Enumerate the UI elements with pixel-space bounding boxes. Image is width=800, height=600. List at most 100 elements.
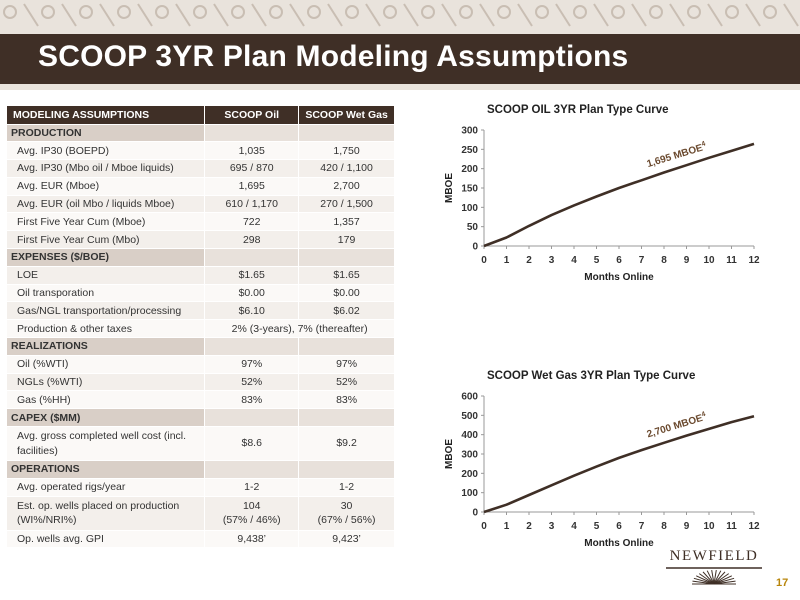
section-label: REALIZATIONS <box>7 337 206 356</box>
row-gas-value: 2,700 <box>298 177 395 196</box>
wrench-icon <box>707 3 723 27</box>
wet-gas-chart-title: SCOOP Wet Gas 3YR Plan Type Curve <box>487 370 696 382</box>
y-tick-label: 50 <box>467 222 479 233</box>
gear-icon <box>459 5 473 19</box>
row-label: Production & other taxes <box>7 319 206 339</box>
wrench-icon <box>289 3 305 27</box>
table-row: NGLs (%WTI) 52% 52% <box>7 373 395 392</box>
row-gas-value: 83% <box>298 390 395 410</box>
x-tick-label: 10 <box>703 521 715 532</box>
row-oil-value: 610 / 1,170 <box>204 195 300 214</box>
x-axis-label: Months Online <box>584 538 654 549</box>
table-section-row: REALIZATIONS <box>7 337 395 356</box>
gear-icon <box>79 5 93 19</box>
row-gas-value: 9,423’ <box>298 530 395 549</box>
row-oil-value: $6.10 <box>204 301 300 321</box>
starburst-ray <box>713 575 733 585</box>
row-gas-value: 97% <box>298 355 395 374</box>
gear-icon <box>725 5 739 19</box>
x-tick-label: 1 <box>504 521 510 532</box>
y-tick-label: 250 <box>461 145 478 156</box>
row-gas-value: 179 <box>298 230 395 250</box>
table-row: Oil (%WTI) 97% 97% <box>7 355 395 374</box>
row-oil-value: 97% <box>204 355 300 374</box>
wrench-icon <box>669 3 685 27</box>
row-gas-value: 1-2 <box>298 478 395 497</box>
x-tick-label: 11 <box>726 255 737 266</box>
starburst-ray <box>713 577 735 585</box>
row-label: Avg. EUR (oil Mbo / liquids Mboe) <box>7 195 206 214</box>
gear-icon <box>421 5 435 19</box>
wrench-icon <box>593 3 609 27</box>
row-label: First Five Year Cum (Mboe) <box>7 212 206 232</box>
table-row: Gas/NGL transportation/processing $6.10 $6… <box>7 301 395 321</box>
section-spacer <box>204 408 300 428</box>
gear-icon <box>687 5 701 19</box>
starburst-ray <box>698 573 715 585</box>
y-tick-label: 200 <box>461 164 478 175</box>
row-oil-value: 9,438’ <box>204 530 300 549</box>
row-label: Oil transporation <box>7 284 206 303</box>
header-assumptions: MODELING ASSUMPTIONS <box>7 106 206 125</box>
wrench-icon <box>327 3 343 27</box>
wrench-icon <box>137 3 153 27</box>
row-label: Avg. gross completed well cost (incl. fa… <box>7 426 206 462</box>
x-tick-label: 7 <box>639 255 645 266</box>
starburst-icon <box>666 567 762 585</box>
x-tick-label: 6 <box>616 521 622 532</box>
x-tick-label: 9 <box>684 255 690 266</box>
x-tick-label: 5 <box>594 255 600 266</box>
section-spacer <box>204 337 300 356</box>
table-row: Est. op. wells placed on production (WI%… <box>7 496 395 531</box>
table-body: PRODUCTION Avg. IP30 (BOEPD) 1,035 1,750 Avg… <box>7 124 395 549</box>
row-oil-value: 1,035 <box>204 141 300 161</box>
wrench-icon <box>61 3 77 27</box>
wrench-icon <box>99 3 115 27</box>
gear-icon <box>3 5 17 19</box>
table-row: Op. wells avg. GPI 9,438’ 9,423’ <box>7 530 395 549</box>
table-row: Avg. IP30 (Mbo oil / Mboe liquids) 695 / … <box>7 159 395 178</box>
gear-icon <box>345 5 359 19</box>
x-tick-label: 12 <box>748 255 760 266</box>
annotation-superscript: 4 <box>701 411 707 419</box>
section-spacer <box>298 337 395 356</box>
section-spacer <box>298 408 395 428</box>
section-spacer <box>204 460 300 479</box>
table-row: Gas (%HH) 83% 83% <box>7 390 395 410</box>
row-gas-value: 270 / 1,500 <box>298 195 395 214</box>
wrench-icon <box>441 3 457 27</box>
table-row: Avg. gross completed well cost (incl. fa… <box>7 426 395 462</box>
header-banner: SCOOP 3YR Plan Modeling Assumptions <box>0 0 800 90</box>
table-row: Avg. operated rigs/year 1-2 1-2 <box>7 478 395 497</box>
x-tick-label: 4 <box>571 521 577 532</box>
x-tick-label: 9 <box>684 521 690 532</box>
table-row: First Five Year Cum (Mbo) 298 179 <box>7 230 395 250</box>
section-label: CAPEX ($MM) <box>7 408 206 428</box>
tools-pattern-background <box>3 3 799 27</box>
table-row: Avg. EUR (Mboe) 1,695 2,700 <box>7 177 395 196</box>
table-row: Avg. EUR (oil Mbo / liquids Mboe) 610 / 1… <box>7 195 395 214</box>
row-gas-value: 1,357 <box>298 212 395 232</box>
gear-icon <box>383 5 397 19</box>
gear-icon <box>535 5 549 19</box>
row-label: Oil (%WTI) <box>7 355 206 374</box>
gear-icon <box>193 5 207 19</box>
row-label: Avg. operated rigs/year <box>7 478 206 497</box>
gear-icon <box>573 5 587 19</box>
table-section-row: PRODUCTION <box>7 124 395 143</box>
gear-icon <box>269 5 283 19</box>
x-tick-label: 0 <box>481 521 487 532</box>
gear-icon <box>231 5 245 19</box>
row-label: LOE <box>7 266 206 285</box>
y-tick-label: 100 <box>461 203 478 214</box>
slide-title: SCOOP 3YR Plan Modeling Assumptions <box>38 40 629 73</box>
x-tick-label: 10 <box>703 255 715 266</box>
x-tick-label: 4 <box>571 255 577 266</box>
page-number: 17 <box>776 577 789 589</box>
row-oil-value: 695 / 870 <box>204 159 300 178</box>
gear-icon <box>763 5 777 19</box>
row-gas-value: $1.65 <box>298 266 395 285</box>
section-spacer <box>204 124 300 143</box>
y-tick-label: 600 <box>461 392 478 403</box>
row-gas-value: 30 (67% / 56%) <box>298 496 395 531</box>
